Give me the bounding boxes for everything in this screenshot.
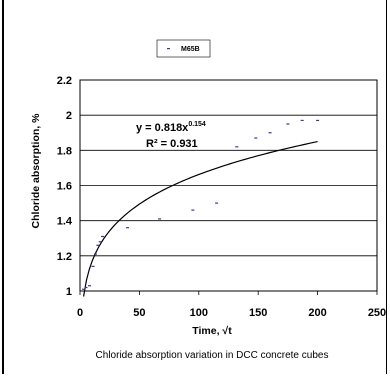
data-point [286, 123, 290, 125]
data-points [82, 119, 320, 290]
data-point [82, 288, 86, 290]
x-tick-label: 50 [133, 307, 145, 319]
data-point [93, 253, 97, 255]
left-border [2, 0, 4, 374]
data-point [84, 286, 88, 289]
x-tick-label: 150 [249, 307, 267, 319]
equation-exponent: 0.154 [188, 121, 206, 128]
x-tick-labels: 0 50 100 150 200 250 [77, 291, 386, 319]
x-tick-label: 250 [368, 307, 386, 319]
data-point [98, 241, 102, 243]
y-tick-label: 1.4 [57, 216, 73, 228]
data-point [268, 132, 272, 134]
y-tick-label: 1.6 [57, 181, 72, 193]
y-tick-labels: 1 1.2 1.4 1.6 1.8 2 2.2 [57, 75, 73, 298]
y-tick-label: 1 [66, 286, 72, 298]
y-tick-label: 1.2 [57, 251, 72, 263]
data-point [254, 137, 258, 139]
data-point [215, 202, 219, 204]
y-tick-label: 2.2 [57, 75, 72, 87]
y-tick-label: 2 [66, 110, 72, 122]
data-point [316, 119, 320, 122]
trendline [82, 141, 318, 297]
data-point [126, 227, 130, 229]
data-point [191, 209, 195, 211]
equation-base: y = 0.818x [136, 122, 189, 134]
x-tick-label: 100 [190, 307, 208, 319]
trendline-r-squared: R² = 0.931 [146, 138, 198, 150]
right-border [386, 0, 387, 374]
legend-marker [167, 48, 170, 50]
data-point [101, 235, 105, 238]
gridlines [80, 79, 377, 292]
data-point [91, 265, 95, 267]
legend: M65B [156, 39, 211, 58]
y-tick-label: 1.8 [57, 145, 72, 157]
data-point [88, 285, 91, 287]
data-point [96, 244, 100, 246]
x-tick-label: 200 [308, 307, 326, 319]
x-tick-label: 0 [77, 307, 83, 319]
data-point [300, 119, 304, 122]
legend-box [156, 39, 211, 58]
trendline-equation: y = 0.818x0.154 [136, 121, 206, 134]
legend-label: M65B [181, 46, 200, 53]
x-axis-title: Time, √t [192, 325, 232, 337]
chart-caption: Chloride absorption variation in DCC con… [96, 350, 329, 361]
y-axis-title: Chloride absorption, % [30, 113, 42, 229]
data-point [235, 146, 239, 148]
data-point [158, 218, 162, 220]
